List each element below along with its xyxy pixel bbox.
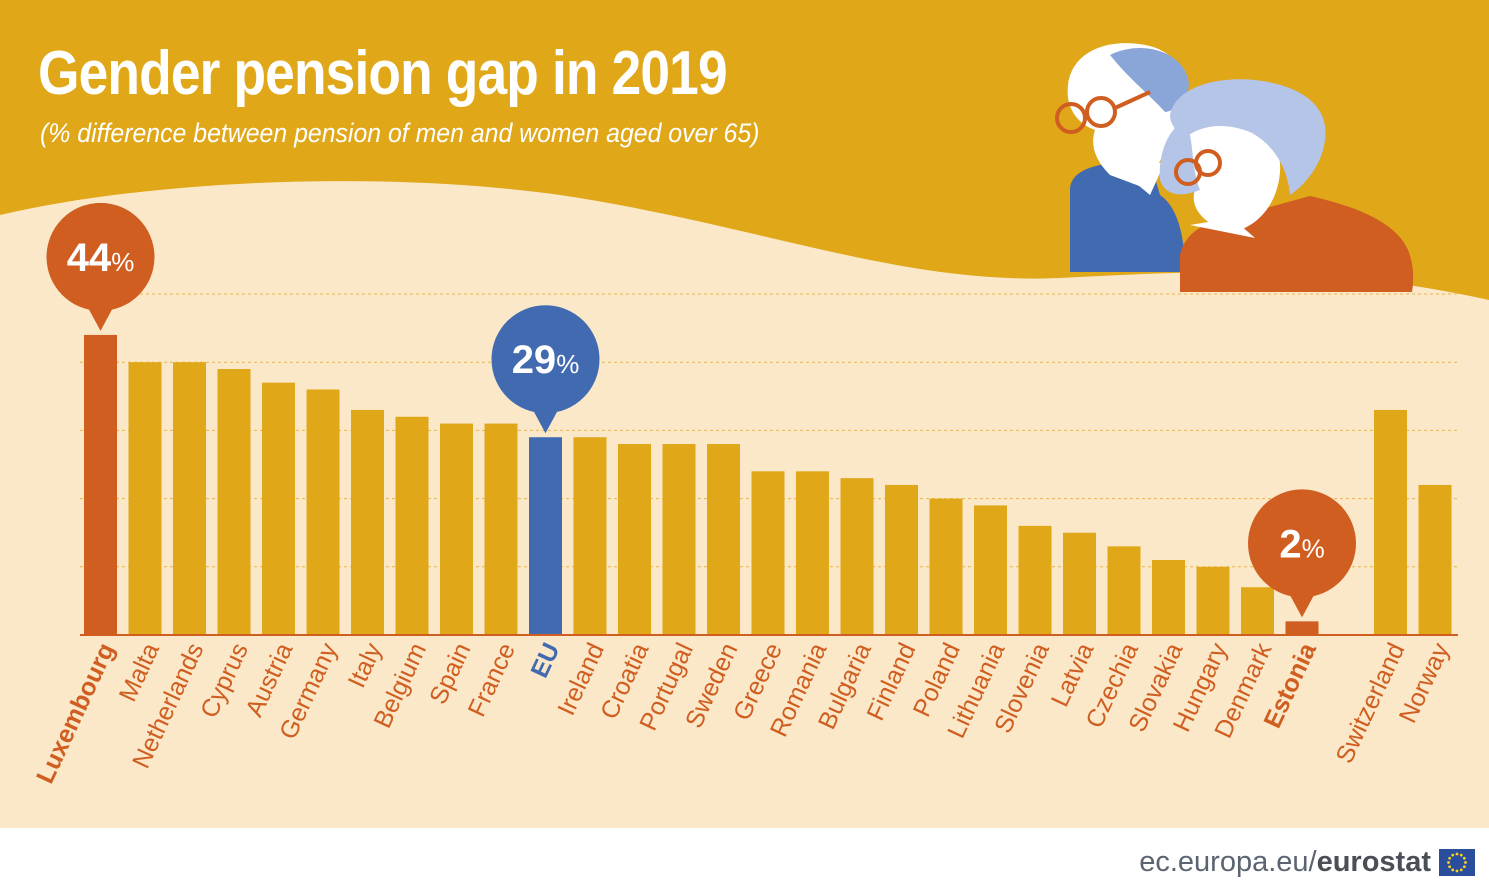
- bar-norway: [1418, 484, 1452, 635]
- bar-austria: [262, 382, 295, 635]
- footer-domain: ec.europa.eu/: [1139, 846, 1317, 878]
- footer-brand: eurostat: [1316, 846, 1431, 878]
- callout-estonia: 2%: [1248, 489, 1356, 618]
- chart-subtitle: (% difference between pension of men and…: [40, 118, 760, 148]
- callout-luxembourg: 44%: [46, 202, 155, 331]
- bar-poland: [929, 498, 963, 635]
- callout-label: 2%: [1279, 522, 1324, 566]
- bar-slovenia: [1018, 525, 1052, 635]
- bar-lithuania: [974, 505, 1007, 635]
- bar-italy: [351, 409, 384, 635]
- bar-finland: [885, 484, 918, 635]
- eu-flag-icon: [1439, 849, 1475, 876]
- bar-luxembourg: [84, 334, 117, 635]
- chart-title: Gender pension gap in 2019: [38, 39, 728, 108]
- bar-germany: [306, 389, 340, 635]
- bar-latvia: [1063, 532, 1096, 635]
- bar-greece: [751, 471, 785, 635]
- bar-france: [484, 423, 518, 635]
- footer-source[interactable]: ec.europa.eu/eurostat: [1139, 846, 1431, 879]
- bar-ireland: [573, 437, 607, 635]
- elderly-couple-illustration-icon: [1055, 43, 1414, 292]
- bar-romania: [796, 471, 829, 635]
- bar-malta: [128, 362, 162, 635]
- bar-netherlands: [173, 362, 206, 635]
- bar-bulgaria: [840, 478, 874, 635]
- bar-slovakia: [1152, 559, 1185, 635]
- bar-switzerland: [1374, 409, 1407, 635]
- chart-background: [0, 181, 1489, 829]
- bar-spain: [440, 423, 473, 635]
- bar-estonia: [1285, 621, 1319, 635]
- bar-cyprus: [217, 369, 251, 635]
- footer-background: [0, 828, 1489, 889]
- bar-czechia: [1107, 546, 1141, 635]
- callout-eu: 29%: [491, 305, 600, 434]
- bar-eu: [529, 437, 562, 635]
- callouts: 44% 29% 2%: [46, 202, 1356, 618]
- bar-croatia: [618, 444, 651, 635]
- callout-label: 29%: [512, 338, 580, 382]
- bar-denmark: [1241, 587, 1274, 635]
- bars: [84, 334, 1452, 635]
- bar-sweden: [707, 444, 740, 635]
- bar-portugal: [662, 444, 696, 635]
- callout-label: 44%: [67, 236, 135, 280]
- bar-belgium: [395, 416, 429, 635]
- bar-hungary: [1196, 566, 1230, 635]
